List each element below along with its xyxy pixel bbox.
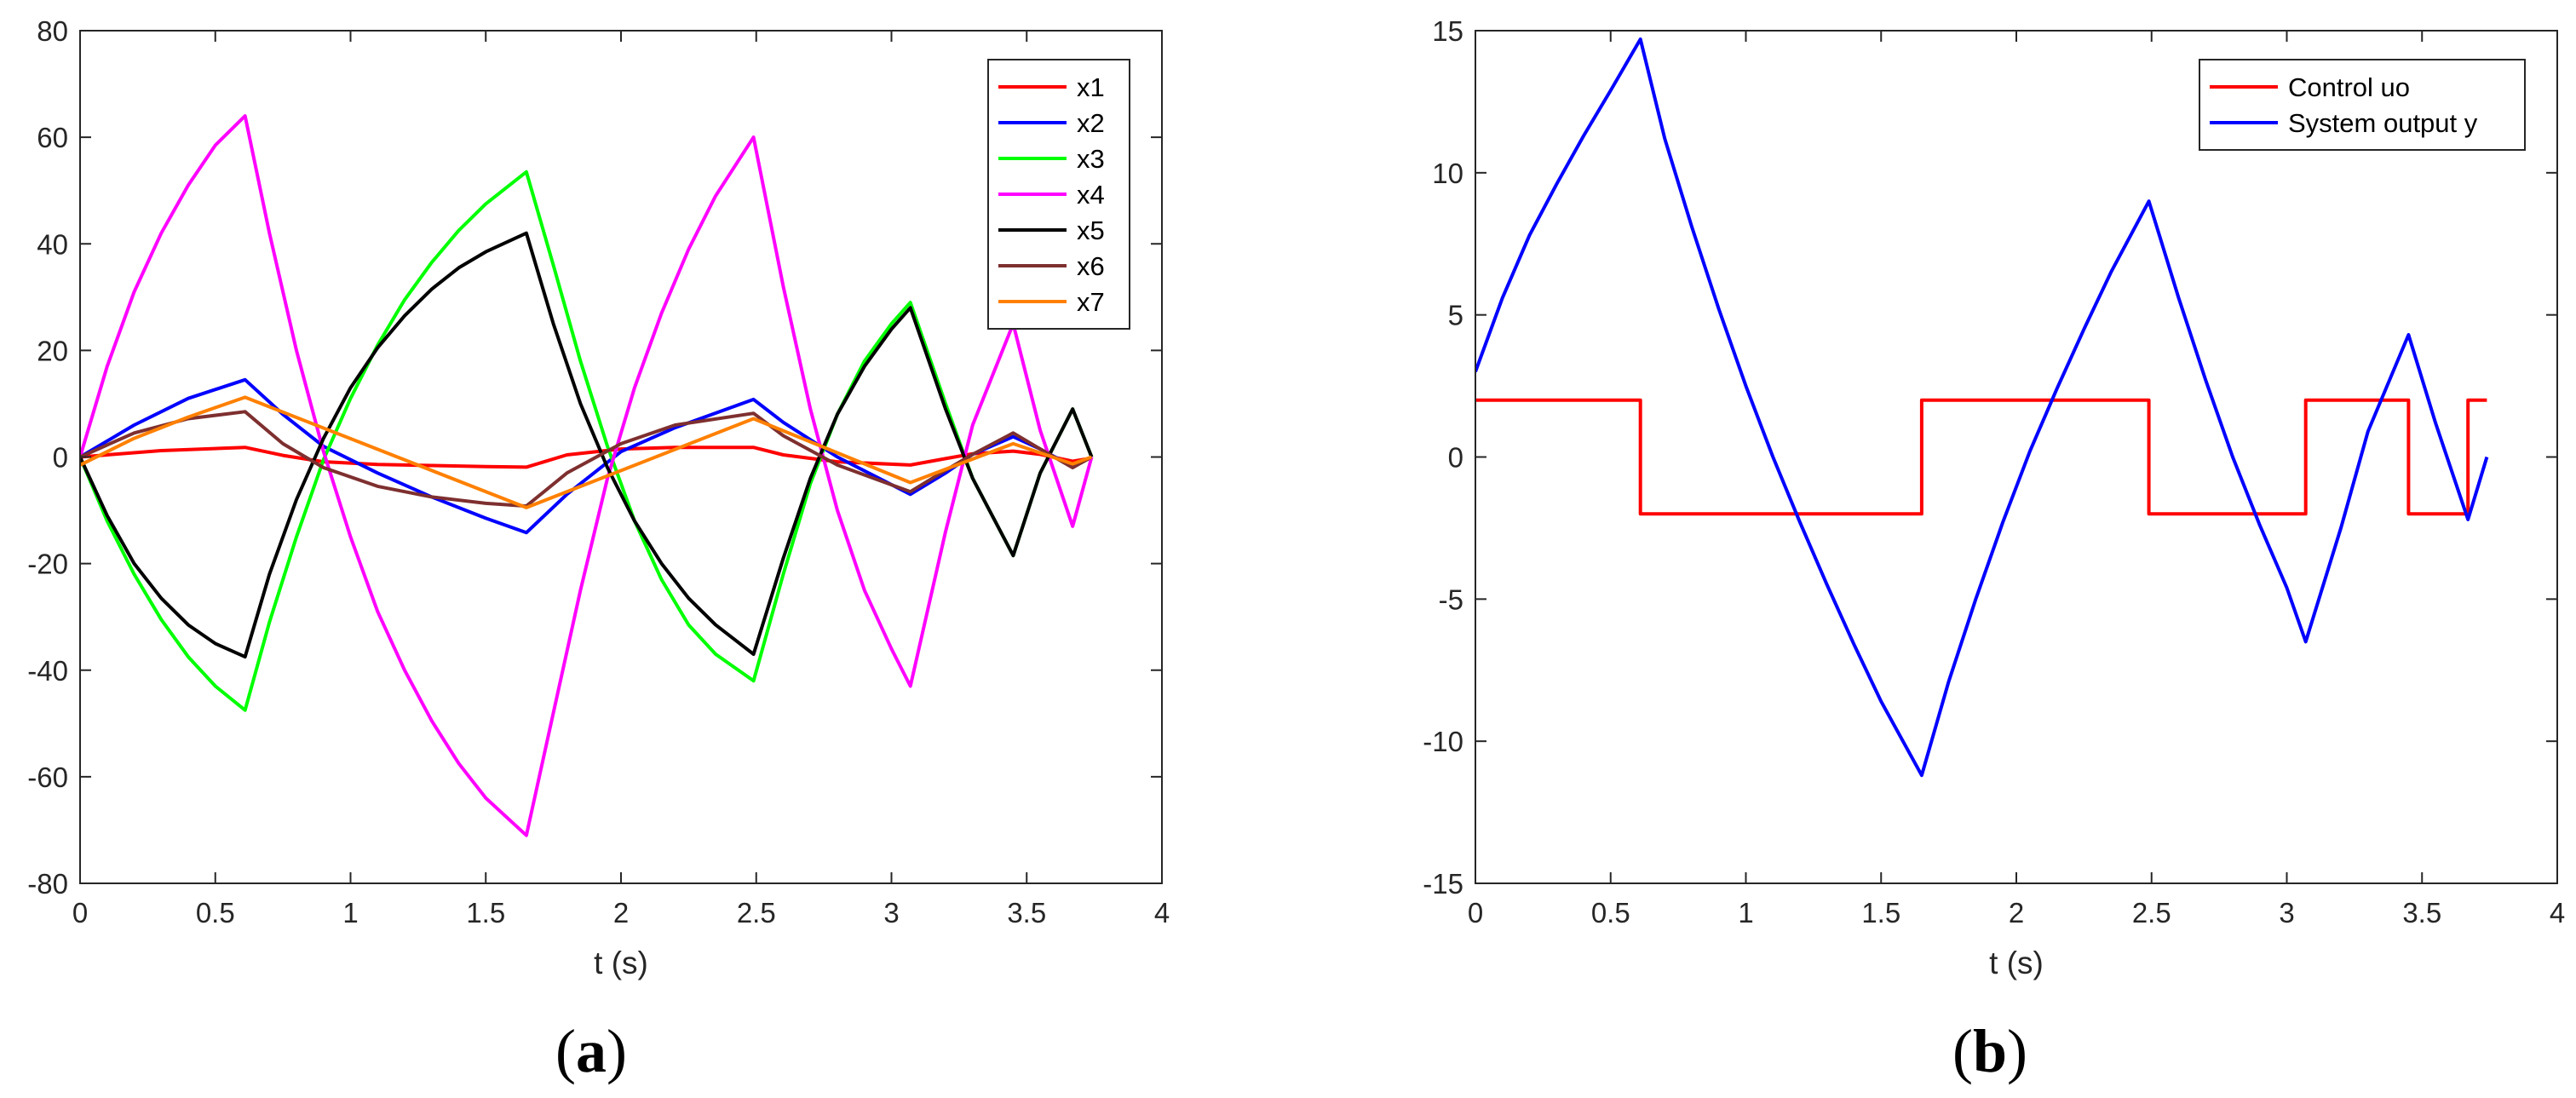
y-tick-label: 0 xyxy=(53,442,68,474)
y-tick-label: -10 xyxy=(1423,726,1463,757)
x-tick-label: 3 xyxy=(2279,897,2294,928)
x-tick-label: 3.5 xyxy=(1007,897,1046,928)
x-tick-label: 0 xyxy=(72,897,88,928)
x-tick-label: 3.5 xyxy=(2402,897,2441,928)
series-line-x7 xyxy=(80,395,1093,509)
y-tick-label: 15 xyxy=(1432,15,1463,47)
chart-panel-b: 0 0.5 1 1.5 2 2.5 3 3.5 4 -15 -10 -5 0 5 10 15 t (s) Cont… xyxy=(1423,15,2565,1085)
x-tick-label: 4 xyxy=(1154,897,1170,928)
series-lines xyxy=(1475,37,2489,778)
series-lines xyxy=(80,114,1094,837)
panel-label: (a) xyxy=(555,1017,627,1085)
x-tick-label: 2 xyxy=(2009,897,2024,928)
y-tick-label: 20 xyxy=(37,335,68,366)
y-tick-label: 5 xyxy=(1448,300,1463,331)
y-tick-label: 80 xyxy=(37,15,68,47)
legend-entry: x2 xyxy=(1077,108,1105,138)
x-tick-label: 1 xyxy=(342,897,358,928)
y-tick-label: 10 xyxy=(1432,158,1463,189)
x-tick-label: 1.5 xyxy=(466,897,505,928)
panel-label: (b) xyxy=(1952,1017,2027,1085)
legend-entry: x1 xyxy=(1077,72,1105,102)
legend: x1 x2 x3 x4 x5 x6 x7 xyxy=(987,59,1130,330)
x-tick-label: 4 xyxy=(2550,897,2565,928)
x-tick-label: 3 xyxy=(883,897,899,928)
x-axis-label: t (s) xyxy=(594,946,648,980)
series-line-x5 xyxy=(80,231,1094,659)
axes-box xyxy=(1475,30,2558,884)
x-tick-label: 2.5 xyxy=(737,897,776,928)
series-line-control-uo xyxy=(1475,398,2487,516)
y-tick-label: -80 xyxy=(27,868,68,900)
series-line-x4 xyxy=(80,114,1094,837)
chart-panel-a: 0 0.5 1 1.5 2 2.5 3 3.5 4 -80 -60 -40 -20 0 20 40 60 80 t … xyxy=(27,15,1170,1085)
x-tick-label: 0.5 xyxy=(1591,897,1630,928)
legend-entry: x4 xyxy=(1077,180,1105,210)
series-line-x3 xyxy=(80,170,1094,712)
legend-entry: Control uo xyxy=(2288,72,2410,102)
legend-box xyxy=(2199,59,2526,151)
legend: Control uo System output y xyxy=(2199,59,2526,151)
x-tick-label: 1.5 xyxy=(1861,897,1900,928)
x-tick-label: 0.5 xyxy=(196,897,235,928)
legend-entry: x5 xyxy=(1077,216,1105,245)
x-tick-label: 1 xyxy=(1738,897,1753,928)
y-tick-label: 60 xyxy=(37,122,68,153)
legend-entry: System output y xyxy=(2288,108,2478,138)
y-tick-label: -15 xyxy=(1423,868,1463,900)
y-tick-label: -40 xyxy=(27,655,68,687)
series-line-system-output-y xyxy=(1475,37,2489,778)
y-tick-label: -20 xyxy=(27,549,68,580)
x-tick-label: 0 xyxy=(1468,897,1483,928)
y-tick-label: 40 xyxy=(37,228,68,260)
x-axis-label: t (s) xyxy=(1989,946,2044,980)
legend-entry: x3 xyxy=(1077,144,1105,174)
y-tick-label: -5 xyxy=(1439,583,1463,615)
legend-entry: x6 xyxy=(1077,251,1105,281)
series-line-x6 xyxy=(80,410,1093,509)
legend-entry: x7 xyxy=(1077,287,1105,317)
x-tick-label: 2 xyxy=(613,897,629,928)
y-tick-label: 0 xyxy=(1448,442,1463,474)
x-tick-label: 2.5 xyxy=(2132,897,2171,928)
y-tick-label: -60 xyxy=(27,762,68,793)
